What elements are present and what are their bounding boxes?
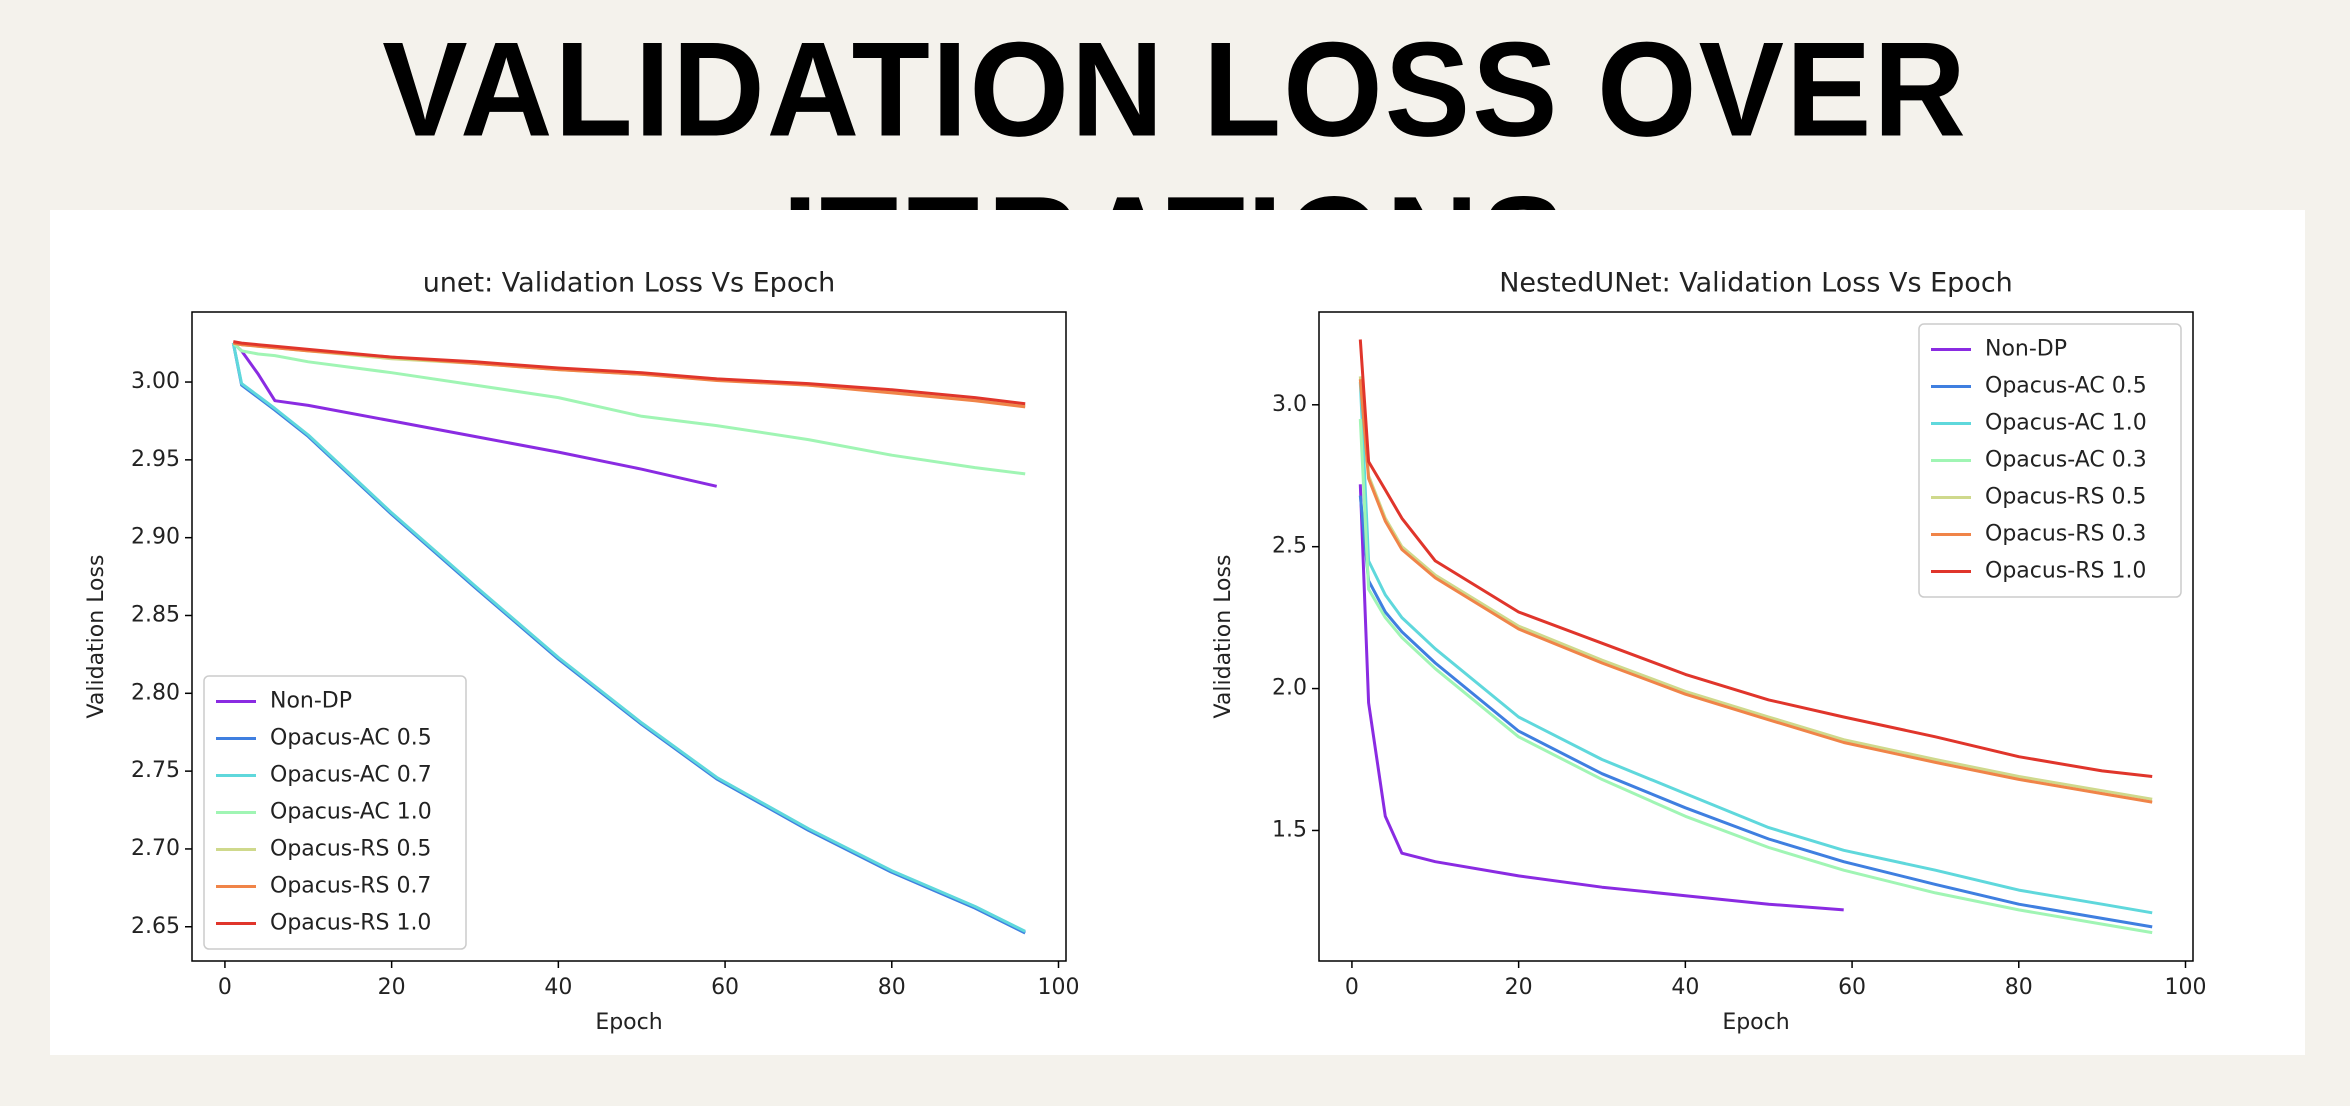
legend-label: Opacus-AC 0.5 xyxy=(270,726,432,751)
legend-box xyxy=(1918,323,2182,598)
plot-frame xyxy=(191,311,1067,962)
y-axis-label: Validation Loss xyxy=(1211,555,1236,719)
y-tick-label: 1.5 xyxy=(1272,817,1307,842)
x-tick-label: 60 xyxy=(1838,975,1866,1000)
legend-label: Non-DP xyxy=(1985,337,2067,362)
series-line xyxy=(232,342,1026,476)
x-tick-label: 40 xyxy=(1671,975,1699,1000)
legend-label: Opacus-AC 0.7 xyxy=(270,763,432,788)
x-tick-label: 80 xyxy=(2005,975,2033,1000)
x-tick-label: 20 xyxy=(1505,975,1533,1000)
chart-title: unet: Validation Loss Vs Epoch xyxy=(423,268,836,299)
series-line xyxy=(1358,495,2153,929)
series-line xyxy=(1358,339,2153,778)
series-line xyxy=(233,340,1026,406)
chart-title: NestedUNet: Validation Loss Vs Epoch xyxy=(1499,268,2013,299)
x-tick-label: 0 xyxy=(218,975,232,1000)
x-axis-label: Epoch xyxy=(1722,1010,1789,1035)
x-axis-label: Epoch xyxy=(595,1010,662,1035)
y-tick-label: 2.90 xyxy=(131,525,180,550)
y-tick-label: 3.00 xyxy=(131,369,180,394)
y-tick-label: 2.75 xyxy=(131,758,180,783)
legend-label: Opacus-AC 1.0 xyxy=(270,800,432,825)
x-tick-label: 100 xyxy=(2164,975,2206,1000)
y-tick-label: 2.5 xyxy=(1272,534,1307,559)
x-tick-label: 20 xyxy=(378,975,406,1000)
series-line xyxy=(232,342,718,488)
x-tick-label: 40 xyxy=(544,975,572,1000)
plot-frame xyxy=(1318,311,2194,962)
y-axis-label: Validation Loss xyxy=(84,555,109,719)
y-tick-label: 2.80 xyxy=(131,680,180,705)
y-tick-label: 2.85 xyxy=(131,602,180,627)
x-tick-label: 80 xyxy=(878,975,906,1000)
y-tick-label: 2.0 xyxy=(1272,676,1307,701)
y-tick-label: 3.0 xyxy=(1272,392,1307,417)
y-tick-label: 2.70 xyxy=(131,836,180,861)
series-line xyxy=(231,342,1026,933)
y-tick-label: 2.65 xyxy=(131,914,180,939)
y-tick-label: 2.95 xyxy=(131,447,180,472)
series-line xyxy=(1358,484,1844,912)
legend-label: Opacus-AC 1.0 xyxy=(1985,411,2147,436)
legend-label: Non-DP xyxy=(270,689,352,714)
legend-label: Opacus-RS 0.5 xyxy=(1985,485,2146,510)
legend-label: Opacus-RS 0.7 xyxy=(270,874,431,899)
legend-label: Opacus-RS 0.3 xyxy=(1985,522,2146,547)
x-tick-label: 60 xyxy=(711,975,739,1000)
legend-box xyxy=(203,675,467,950)
series-line xyxy=(1358,382,2153,915)
legend-label: Opacus-AC 0.3 xyxy=(1985,448,2147,473)
series-line xyxy=(233,341,1026,409)
x-tick-label: 0 xyxy=(1345,975,1359,1000)
legend-label: Opacus-RS 1.0 xyxy=(1985,559,2146,584)
series-line xyxy=(1358,418,2153,935)
x-tick-label: 100 xyxy=(1037,975,1079,1000)
legend-label: Opacus-RS 1.0 xyxy=(270,911,431,936)
legend-label: Opacus-RS 0.5 xyxy=(270,837,431,862)
legend-label: Opacus-AC 0.5 xyxy=(1985,374,2147,399)
series-line xyxy=(1358,379,2153,804)
